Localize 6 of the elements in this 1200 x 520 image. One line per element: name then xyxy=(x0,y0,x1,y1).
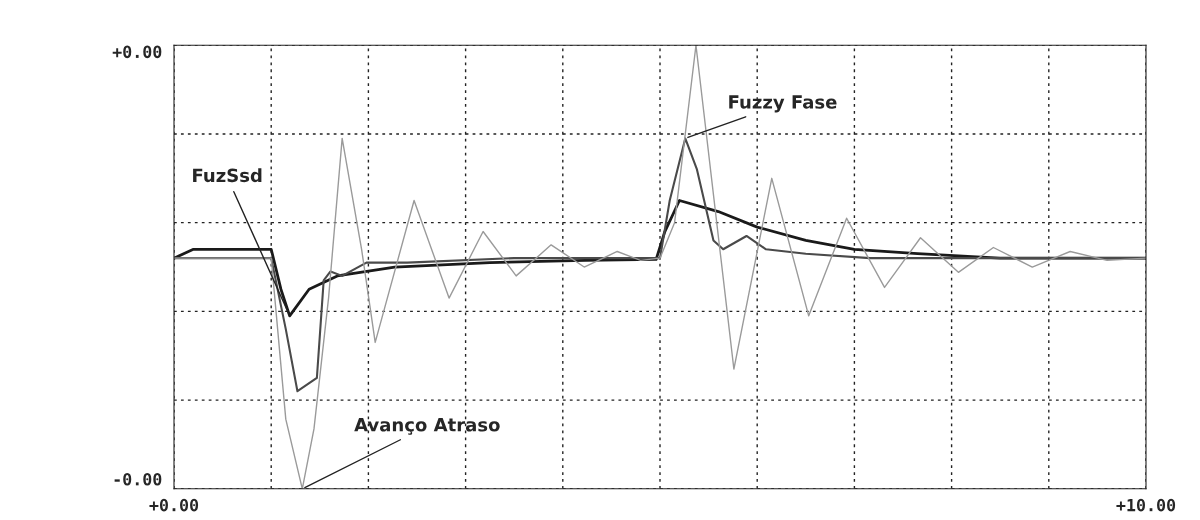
text: Fuzzy Fase xyxy=(729,95,837,113)
x-tick-label: +10.00 xyxy=(1116,498,1176,512)
text: -0.00 xyxy=(114,472,162,486)
text: FuzSsd xyxy=(193,168,262,183)
text: +0.00 xyxy=(112,45,162,59)
text: Avanço Atraso xyxy=(354,418,500,435)
